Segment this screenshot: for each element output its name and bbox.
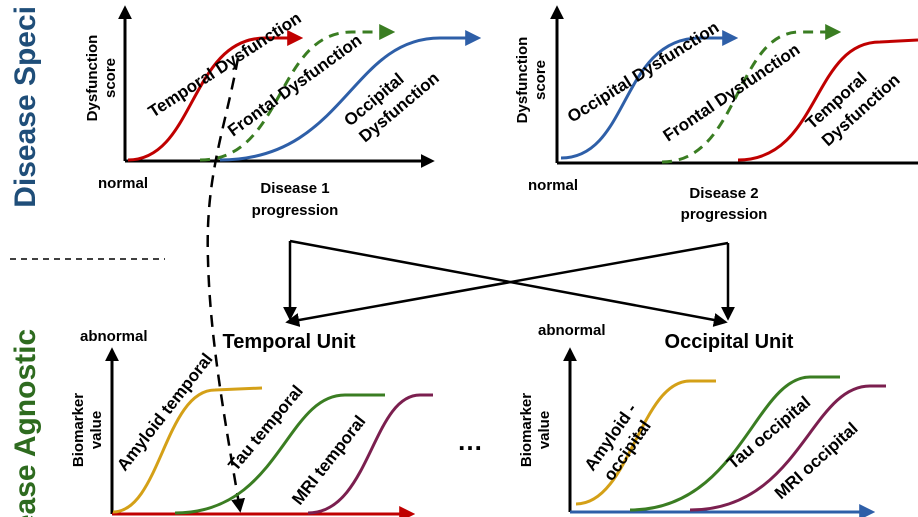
bottom-right-ytop-label: abnormal [538, 322, 606, 339]
bottom-left-panel: abnormal Biomarker value Amyloid tempora… [70, 328, 433, 517]
tau-occipital-curve [629, 375, 840, 512]
mri-temporal-curve [307, 393, 433, 515]
top-right-xlabel-line2: progression [681, 206, 768, 223]
mri-occipital-curve [689, 384, 886, 512]
top-left-ylabel-line2: score [102, 58, 119, 98]
top-left-xlabel-line2: progression [252, 202, 339, 219]
side-label-disease-specific: Disease Speci [9, 6, 42, 208]
bottom-left-ylabel-line2: value [88, 411, 105, 449]
top-right-panel: Dysfunction score normal Disease 2 progr… [514, 5, 918, 223]
frontal-dysfunction-curve-2 [661, 24, 842, 164]
side-label-disease-agnostic: ease Agnostic [9, 329, 42, 517]
bottom-left-ytop-label: abnormal [80, 328, 148, 345]
temporal-dysfunction-curve-2 [737, 38, 918, 162]
occipital-unit-label: Occipital Unit [665, 331, 794, 353]
top-right-ylabel-line2: score [532, 60, 549, 100]
top-right-origin-label: normal [528, 177, 578, 194]
frontal-dysfunction-curve [199, 24, 396, 162]
amyloid-temporal-label: Amyloid temporal [113, 350, 216, 475]
ellipsis: … [457, 426, 483, 456]
occipital-dysfunction-curve [219, 30, 482, 162]
occipital-dysfunction-curve-2 [560, 30, 739, 160]
mri-temporal-label: MRI temporal [288, 412, 369, 509]
disease2-to-temporal-arrow [285, 241, 729, 327]
temporal-dysfunction-curve [127, 30, 304, 162]
top-left-xlabel-line1: Disease 1 [260, 180, 329, 197]
top-right-xlabel-line1: Disease 2 [689, 185, 758, 202]
tau-temporal-curve [174, 393, 385, 515]
amyloid-temporal-curve [112, 386, 263, 514]
bottom-right-ylabel-line1: Biomarker [518, 393, 535, 467]
top-left-ylabel-line1: Dysfunction [84, 35, 101, 122]
top-left-panel: Dysfunction score normal Disease 1 progr… [84, 5, 482, 219]
mapping-dashed-arrow [206, 57, 246, 513]
temporal-unit-label: Temporal Unit [223, 331, 356, 353]
top-left-origin-label: normal [98, 175, 148, 192]
top-right-ylabel-line1: Dysfunction [514, 37, 531, 124]
bottom-left-ylabel-line1: Biomarker [70, 393, 87, 467]
bottom-right-ylabel-line2: value [536, 411, 553, 449]
amyloid-occipital-curve [575, 379, 716, 506]
unit-mapping-arrows [283, 239, 735, 327]
